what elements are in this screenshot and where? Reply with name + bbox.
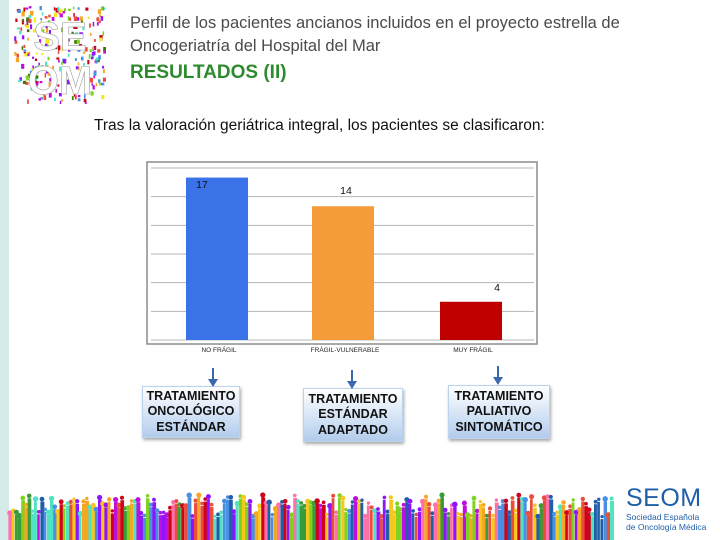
bar-1 [186, 177, 248, 340]
arrow-down-icon [347, 370, 357, 389]
bar-2 [312, 206, 374, 340]
data-label: 17 [196, 179, 208, 191]
treatment-box-adaptado: TRATAMIENTO ESTÁNDAR ADAPTADO [303, 388, 403, 442]
brand-name: SEOM [626, 484, 702, 512]
page-title: Perfil de los pacientes ancianos incluid… [130, 14, 620, 55]
brand-sub-2: de Oncología Médica [626, 522, 710, 532]
tick-label: FRÁGIL-VULNERABLE [311, 345, 380, 354]
seom-logo: SE OM [14, 6, 106, 104]
page-subtitle: RESULTADOS (II) [130, 62, 287, 83]
logo-text-bottom: OM [28, 59, 92, 103]
intro-text: Tras la valoración geriátrica integral, … [94, 117, 545, 134]
treatment-box-paliativo: TRATAMIENTO PALIATIVO SINTOMÁTICO [448, 385, 550, 439]
arrow-down-icon [208, 368, 218, 387]
seom-brand: SEOM Sociedad Española de Oncología Médi… [626, 484, 716, 532]
arrow-down-icon [493, 366, 503, 385]
treatment-label: TRATAMIENTO ONCOLÓGICO ESTÁNDAR [146, 388, 236, 434]
footer-figures-banner [7, 492, 614, 540]
tick-label: NO FRÁGIL [201, 345, 236, 354]
treatment-box-oncologico: TRATAMIENTO ONCOLÓGICO ESTÁNDAR [142, 386, 240, 438]
data-label: 4 [494, 282, 500, 294]
logo-text-top: SE [33, 15, 86, 59]
tick-label: MUY FRÁGIL [453, 345, 493, 354]
bar-3 [440, 301, 502, 340]
left-rail [0, 0, 9, 540]
treatment-label: TRATAMIENTO ESTÁNDAR ADAPTADO [308, 391, 398, 437]
data-label: 14 [340, 185, 352, 197]
brand-sub-1: Sociedad Española [626, 512, 710, 522]
treatment-label: TRATAMIENTO PALIATIVO SINTOMÁTICO [454, 388, 544, 434]
